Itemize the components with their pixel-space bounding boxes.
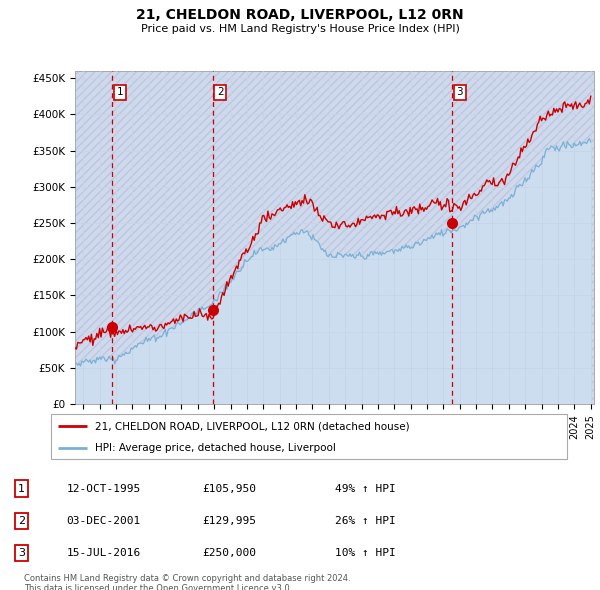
Text: 12-OCT-1995: 12-OCT-1995: [67, 484, 141, 493]
Text: 3: 3: [18, 548, 25, 558]
Text: 1: 1: [116, 87, 123, 97]
Text: £250,000: £250,000: [202, 548, 256, 558]
Text: HPI: Average price, detached house, Liverpool: HPI: Average price, detached house, Live…: [95, 443, 336, 453]
Text: 49% ↑ HPI: 49% ↑ HPI: [335, 484, 395, 493]
Text: 15-JUL-2016: 15-JUL-2016: [67, 548, 141, 558]
Text: £105,950: £105,950: [202, 484, 256, 493]
Text: Contains HM Land Registry data © Crown copyright and database right 2024.
This d: Contains HM Land Registry data © Crown c…: [24, 574, 350, 590]
Text: 21, CHELDON ROAD, LIVERPOOL, L12 0RN (detached house): 21, CHELDON ROAD, LIVERPOOL, L12 0RN (de…: [95, 421, 410, 431]
FancyBboxPatch shape: [50, 414, 568, 460]
Text: 21, CHELDON ROAD, LIVERPOOL, L12 0RN: 21, CHELDON ROAD, LIVERPOOL, L12 0RN: [136, 8, 464, 22]
Text: 2: 2: [217, 87, 224, 97]
Text: 1: 1: [18, 484, 25, 493]
Text: 10% ↑ HPI: 10% ↑ HPI: [335, 548, 395, 558]
Text: Price paid vs. HM Land Registry's House Price Index (HPI): Price paid vs. HM Land Registry's House …: [140, 24, 460, 34]
Text: 26% ↑ HPI: 26% ↑ HPI: [335, 516, 395, 526]
Text: 03-DEC-2001: 03-DEC-2001: [67, 516, 141, 526]
Text: 2: 2: [18, 516, 25, 526]
Text: 3: 3: [457, 87, 463, 97]
Text: £129,995: £129,995: [202, 516, 256, 526]
